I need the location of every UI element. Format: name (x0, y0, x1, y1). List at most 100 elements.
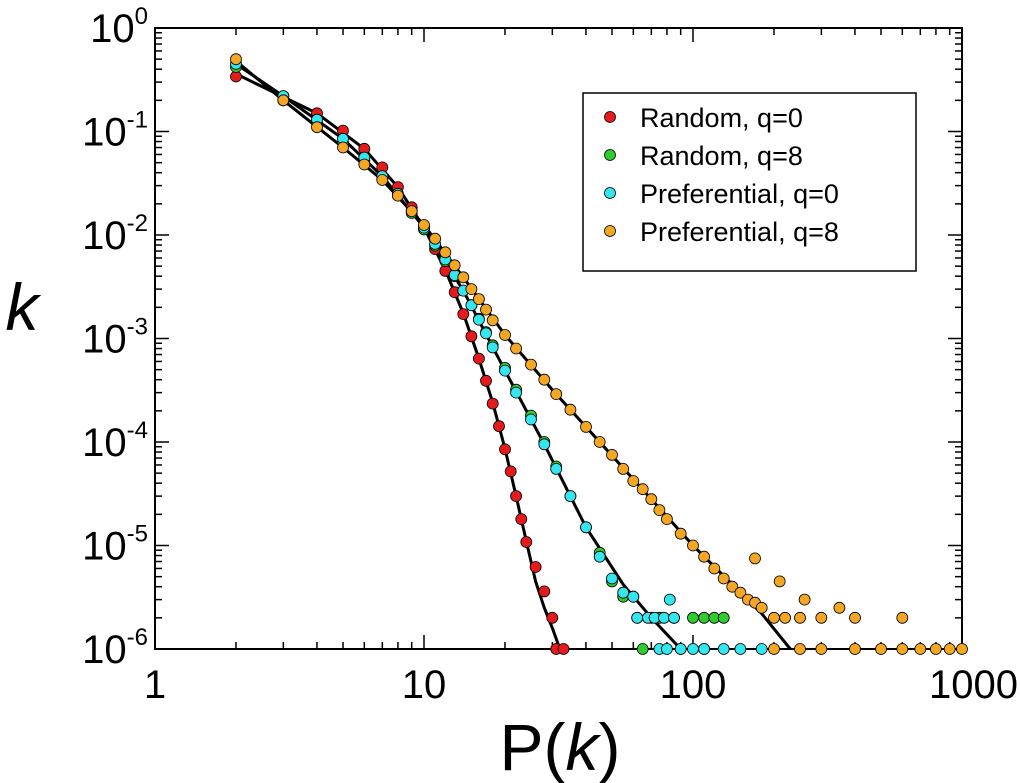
data-point (472, 352, 485, 365)
data-point (661, 513, 673, 525)
data-point (779, 611, 791, 624)
data-point (480, 374, 492, 387)
data-point (773, 575, 786, 588)
data-point (956, 643, 968, 655)
data-point (311, 121, 323, 134)
data-point (358, 158, 371, 171)
data-point (405, 205, 418, 218)
data-point (698, 611, 710, 624)
data-point (448, 259, 461, 272)
data-point (636, 643, 649, 655)
x-axis-title: P(k) (500, 710, 621, 783)
data-point (277, 94, 290, 107)
data-point (486, 341, 499, 354)
legend-label: Random, q=0 (640, 103, 803, 133)
data-point (510, 342, 522, 355)
y-tick-label: 10-3 (82, 314, 148, 362)
data-point (472, 293, 485, 306)
data-point (914, 643, 927, 655)
data-point (717, 611, 730, 624)
data-point (636, 483, 649, 496)
data-point (658, 611, 670, 624)
data-point (849, 611, 861, 624)
y-tick-base: 10 (82, 318, 127, 362)
y-tick-base: 10 (82, 628, 127, 672)
data-point (687, 611, 699, 624)
data-point (550, 388, 563, 401)
data-point (815, 643, 828, 655)
data-point (550, 462, 563, 475)
data-point (457, 271, 470, 284)
data-point (510, 386, 522, 399)
data-point (849, 643, 861, 655)
fit-line (235, 72, 562, 650)
data-point (798, 593, 811, 606)
data-point (768, 643, 780, 655)
data-point (337, 141, 349, 154)
data-point (593, 436, 606, 448)
data-point (734, 643, 747, 655)
legend-marker (604, 187, 616, 199)
data-point (593, 550, 606, 563)
data-point (525, 413, 537, 426)
data-point (418, 219, 430, 231)
data-point (472, 313, 485, 326)
legend-marker (604, 225, 616, 237)
y-tick-exponent: -2 (127, 210, 148, 237)
x-tick-label: 1 (144, 663, 166, 707)
data-point (493, 420, 505, 433)
y-tick-exponent: -6 (127, 624, 148, 651)
data-point (429, 232, 442, 245)
legend-box (582, 92, 917, 272)
data-point (546, 611, 559, 624)
data-points (230, 53, 968, 655)
legend-label: Preferential, q=0 (640, 179, 839, 209)
data-point (815, 611, 828, 624)
data-point (627, 475, 640, 487)
data-point (708, 562, 721, 575)
data-point (230, 53, 242, 66)
data-point (510, 490, 522, 503)
data-point (726, 580, 739, 593)
x-tick-label: 100 (660, 663, 727, 707)
data-point (653, 504, 666, 517)
legend-marker (604, 149, 616, 161)
data-point (439, 246, 452, 259)
x-axis-title-suffix: ) (599, 710, 621, 783)
y-tick-exponent: -4 (127, 417, 148, 444)
data-point (896, 643, 909, 655)
data-point (833, 601, 846, 614)
data-point (499, 329, 511, 341)
y-tick-base: 10 (82, 421, 127, 465)
y-tick-label: 10-2 (82, 210, 148, 258)
data-point (564, 490, 577, 503)
data-point (875, 643, 887, 655)
data-point (486, 314, 499, 327)
legend: Random, q=0 Random, q=8 Preferential, q=0 P… (582, 92, 917, 272)
y-axis-title: k (6, 270, 42, 344)
data-point (645, 493, 658, 506)
data-point (717, 643, 730, 655)
data-point (465, 330, 478, 343)
y-tick-base: 10 (82, 525, 127, 569)
data-point (661, 643, 673, 655)
legend-marker (604, 111, 616, 123)
y-tick-label: 10-5 (82, 521, 148, 569)
data-point (617, 462, 630, 475)
data-point (617, 586, 630, 599)
data-point (631, 611, 644, 624)
data-point (525, 358, 537, 371)
data-point (717, 572, 730, 585)
data-point (896, 611, 909, 624)
data-point (529, 561, 542, 573)
y-tick-exponent: -3 (127, 314, 148, 341)
data-point (687, 643, 699, 655)
data-point (538, 438, 551, 451)
data-point (515, 513, 528, 525)
data-point (580, 521, 592, 534)
y-tick-label: 100 (90, 3, 148, 51)
y-tick-exponent: 0 (135, 3, 148, 30)
data-point (580, 420, 592, 433)
data-point (606, 572, 618, 585)
